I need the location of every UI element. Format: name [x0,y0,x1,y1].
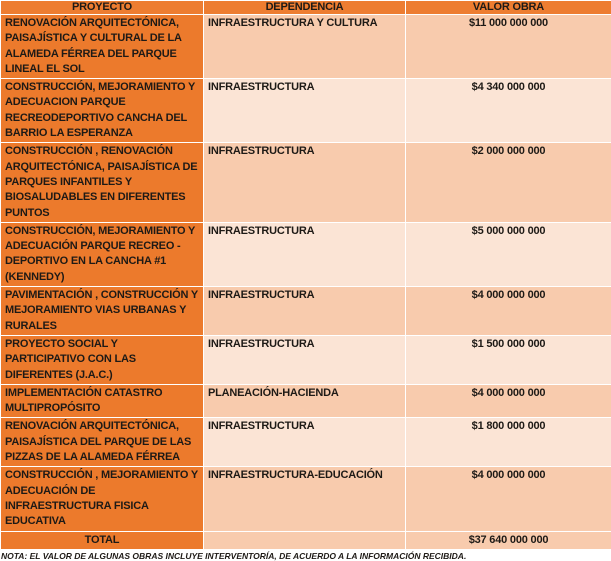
total-empty [204,531,406,549]
proyecto-cell: CONSTRUCCIÓN, MEJORAMIENTO Y ADECUACION … [1,79,204,143]
header-proyecto: PROYECTO [1,1,204,15]
total-label: TOTAL [1,531,204,549]
proyecto-cell: PAVIMENTACIÓN , CONSTRUCCIÓN Y MEJORAMIE… [1,287,204,336]
dependencia-cell: INFRAESTRUCTURA [204,143,406,222]
total-row: TOTAL $37 640 000 000 [1,531,611,549]
proyecto-cell: IMPLEMENTACIÓN CATASTRO MULTIPROPÓSITO [1,384,204,418]
table-row: RENOVACIÓN ARQUITECTÓNICA, PAISAJÍSTICA … [1,418,611,467]
dependencia-cell: INFRAESTRUCTURA-EDUCACIÓN [204,467,406,531]
header-row: PROYECTO DEPENDENCIA VALOR OBRA [1,1,611,15]
proyecto-cell: CONSTRUCCIÓN, MEJORAMIENTO Y ADECUACIÓN … [1,222,204,286]
valor-cell: $11 000 000 000 [406,15,611,79]
dependencia-cell: INFRAESTRUCTURA [204,335,406,384]
dependencia-cell: INFRAESTRUCTURA Y CULTURA [204,15,406,79]
table-row: PAVIMENTACIÓN , CONSTRUCCIÓN Y MEJORAMIE… [1,287,611,336]
proyecto-cell: PROYECTO SOCIAL Y PARTICIPATIVO CON LAS … [1,335,204,384]
header-valor: VALOR OBRA [406,1,611,15]
dependencia-cell: PLANEACIÓN-HACIENDA [204,384,406,418]
dependencia-cell: INFRAESTRUCTURA [204,222,406,286]
table-row: CONSTRUCCIÓN, MEJORAMIENTO Y ADECUACIÓN … [1,222,611,286]
proyecto-cell: CONSTRUCCIÓN , RENOVACIÓN ARQUITECTÓNICA… [1,143,204,222]
table-row: CONSTRUCCIÓN, MEJORAMIENTO Y ADECUACION … [1,79,611,143]
valor-cell: $5 000 000 000 [406,222,611,286]
table-row: CONSTRUCCIÓN , MEJORAMIENTO Y ADECUACIÓN… [1,467,611,531]
valor-cell: $4 000 000 000 [406,384,611,418]
proyecto-cell: CONSTRUCCIÓN , MEJORAMIENTO Y ADECUACIÓN… [1,467,204,531]
total-value: $37 640 000 000 [406,531,611,549]
table-row: RENOVACIÓN ARQUITECTÓNICA, PAISAJÍSTICA … [1,15,611,79]
table-row: PROYECTO SOCIAL Y PARTICIPATIVO CON LAS … [1,335,611,384]
valor-cell: $1 800 000 000 [406,418,611,467]
proyecto-cell: RENOVACIÓN ARQUITECTÓNICA, PAISAJÍSTICA … [1,418,204,467]
header-dependencia: DEPENDENCIA [204,1,406,15]
valor-cell: $2 000 000 000 [406,143,611,222]
dependencia-cell: INFRAESTRUCTURA [204,287,406,336]
proyecto-cell: RENOVACIÓN ARQUITECTÓNICA, PAISAJÍSTICA … [1,15,204,79]
valor-cell: $4 340 000 000 [406,79,611,143]
valor-cell: $4 000 000 000 [406,287,611,336]
footnote: NOTA: EL VALOR DE ALGUNAS OBRAS INCLUYE … [0,551,611,561]
table-row: CONSTRUCCIÓN , RENOVACIÓN ARQUITECTÓNICA… [1,143,611,222]
dependencia-cell: INFRAESTRUCTURA [204,79,406,143]
dependencia-cell: INFRAESTRUCTURA [204,418,406,467]
valor-cell: $1 500 000 000 [406,335,611,384]
valor-cell: $4 000 000 000 [406,467,611,531]
